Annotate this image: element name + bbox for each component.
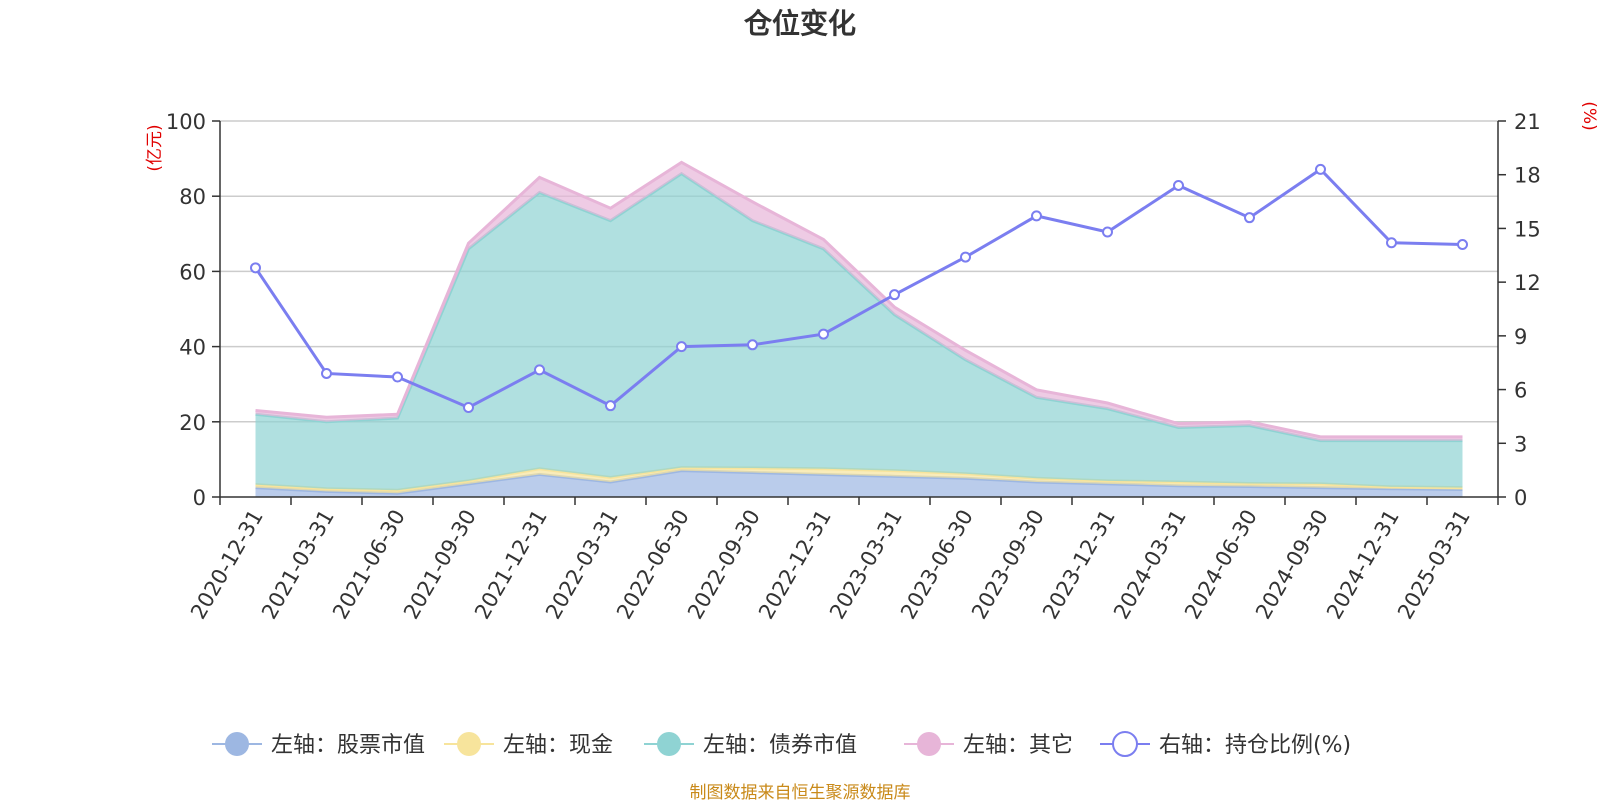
right-axis-tick-label: 21 — [1514, 110, 1541, 134]
right-axis-tick-label: 15 — [1514, 217, 1541, 241]
x-axis-tick-label: 2020-12-31 — [186, 506, 268, 624]
x-axis-tick-label: 2021-12-31 — [470, 506, 552, 624]
area-series-1 — [255, 467, 1463, 494]
right-axis-unit: (%) — [1579, 101, 1599, 130]
left-axis-tick-label: 20 — [179, 411, 206, 435]
right-axis-tick-label: 18 — [1514, 164, 1541, 188]
area-edge-series-3 — [255, 160, 1463, 439]
holding-ratio-point — [605, 400, 616, 412]
holding-ratio-point — [747, 339, 758, 351]
legend-label: 左轴：债券市值 — [703, 733, 857, 758]
data-source-note: 制图数据来自恒生聚源数据库 — [689, 783, 911, 803]
holding-ratio-point — [250, 262, 261, 274]
x-axis-tick-label: 2025-03-31 — [1393, 506, 1475, 624]
holding-ratio-point — [1315, 163, 1326, 175]
right-axis-tick-label: 3 — [1514, 432, 1527, 456]
legend-swatch-marker — [1112, 731, 1138, 757]
right-axis-tick-label: 6 — [1514, 379, 1527, 403]
legend-swatch-marker — [225, 732, 249, 756]
x-axis-tick-label: 2024-09-30 — [1251, 506, 1333, 624]
x-axis-tick-label: 2022-03-31 — [541, 506, 623, 624]
legend-swatch-marker — [917, 732, 941, 756]
legend-item: 左轴：债券市值 — [644, 732, 857, 758]
left-axis-tick-label: 40 — [179, 336, 206, 360]
legend-item: 左轴：其它 — [904, 732, 1073, 758]
holding-ratio-point — [676, 341, 687, 353]
x-axis-tick-label: 2021-09-30 — [399, 506, 481, 624]
x-axis-tick-label: 2024-03-31 — [1109, 506, 1191, 624]
right-axis-tick-label: 9 — [1514, 325, 1527, 349]
right-axis-tick-label: 12 — [1514, 271, 1541, 295]
holding-ratio-point — [1457, 239, 1468, 251]
x-axis-tick-label: 2021-06-30 — [328, 506, 410, 624]
legend-swatch-marker — [457, 732, 481, 756]
holding-ratio-point — [889, 289, 900, 301]
x-axis-tick-label: 2023-09-30 — [967, 506, 1049, 624]
x-axis-tick-label: 2022-06-30 — [612, 506, 694, 624]
legend-item: 左轴：现金 — [444, 732, 613, 758]
legend-label: 左轴：其它 — [963, 733, 1073, 758]
x-axis-tick-label: 2021-03-31 — [257, 506, 339, 624]
holding-ratio-line — [250, 163, 1468, 413]
x-axis-tick-label: 2024-12-31 — [1322, 506, 1404, 624]
holding-ratio-point — [1031, 210, 1042, 222]
legend-label: 左轴：股票市值 — [271, 733, 425, 758]
holding-ratio-point — [1102, 226, 1113, 238]
x-axis-tick-label: 2023-03-31 — [825, 506, 907, 624]
left-axis-tick-label: 100 — [166, 110, 206, 134]
left-axis-tick-label: 60 — [179, 260, 206, 284]
holding-ratio-point — [1173, 179, 1184, 191]
holding-ratio-point — [818, 328, 829, 340]
stacked-areas — [255, 160, 1463, 497]
chart-title: 仓位变化 — [743, 7, 856, 40]
right-axis-tick-label: 0 — [1514, 486, 1527, 510]
holding-ratio-point — [1244, 212, 1255, 224]
legend: 左轴：股票市值 左轴：现金 左轴：债券市值 左轴：其它 右轴：持仓比例(%) — [212, 731, 1351, 758]
holding-ratio-point — [534, 364, 545, 376]
left-axis-tick-label: 0 — [193, 486, 206, 510]
legend-label: 左轴：现金 — [503, 733, 613, 758]
area-series-2 — [255, 173, 1463, 491]
holding-ratio-point — [321, 367, 332, 379]
x-axis-tick-label: 2022-09-30 — [683, 506, 765, 624]
holding-ratio-point — [463, 401, 474, 413]
legend-label: 右轴：持仓比例(%) — [1159, 733, 1351, 758]
legend-swatch-marker — [657, 732, 681, 756]
legend-item: 右轴：持仓比例(%) — [1100, 731, 1351, 758]
holding-ratio-line-path — [254, 167, 1463, 410]
left-axis-tick-label: 80 — [179, 185, 206, 209]
x-axis-tick-label: 2023-06-30 — [896, 506, 978, 624]
legend-item: 左轴：股票市值 — [212, 732, 425, 758]
holding-ratio-point — [1386, 237, 1397, 249]
x-axis-tick-label: 2022-12-31 — [754, 506, 836, 624]
x-axis-tick-label: 2023-12-31 — [1038, 506, 1120, 624]
holding-ratio-point — [392, 371, 403, 383]
x-axis-tick-label: 2024-06-30 — [1180, 506, 1262, 624]
left-axis-unit: (亿元) — [145, 124, 165, 171]
holding-ratio-point — [960, 251, 971, 263]
